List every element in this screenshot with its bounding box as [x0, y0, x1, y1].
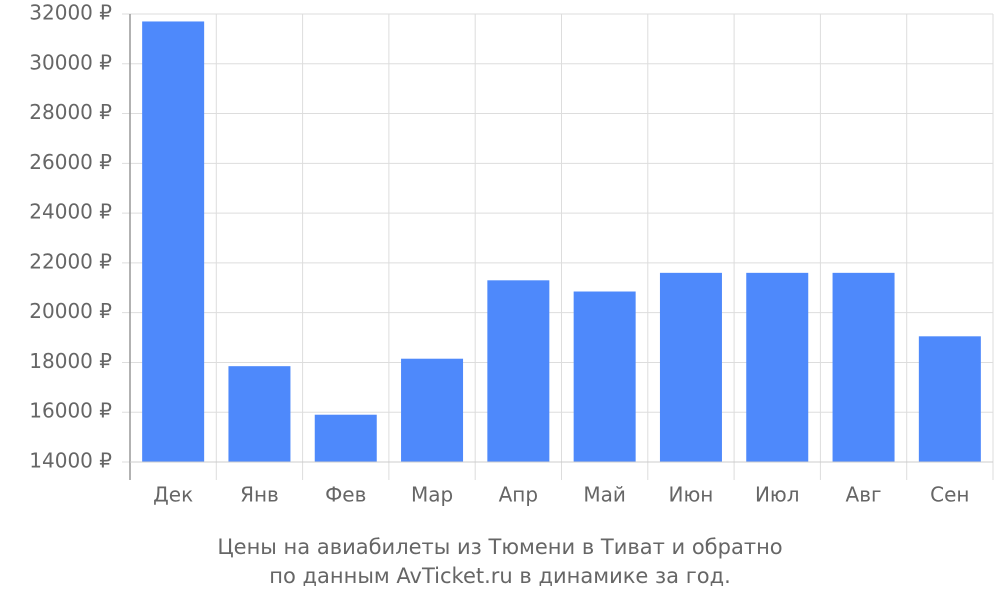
bar [228, 366, 291, 462]
bar [487, 280, 550, 462]
bar [746, 272, 809, 462]
y-tick-label: 32000 ₽ [29, 1, 112, 25]
chart-title: Цены на авиабилеты из Тюмени в Тиват и о… [217, 535, 782, 559]
x-tick-label: Июн [669, 483, 714, 507]
y-tick-label: 24000 ₽ [29, 200, 112, 224]
y-tick-label: 28000 ₽ [29, 100, 112, 124]
y-tick-label: 30000 ₽ [29, 50, 112, 74]
bar [832, 272, 895, 462]
y-tick-label: 16000 ₽ [29, 399, 112, 423]
bar [401, 358, 464, 462]
y-tick-label: 18000 ₽ [29, 349, 112, 373]
y-tick-label: 22000 ₽ [29, 249, 112, 273]
x-tick-label: Янв [240, 483, 279, 507]
bar [142, 21, 205, 462]
x-tick-label: Мар [411, 483, 453, 507]
bar [573, 291, 636, 462]
bar [918, 336, 981, 462]
y-tick-label: 14000 ₽ [29, 449, 112, 473]
bar [314, 414, 377, 462]
y-tick-label: 20000 ₽ [29, 299, 112, 323]
x-tick-label: Апр [499, 483, 538, 507]
bar [659, 272, 722, 462]
x-tick-label: Май [583, 483, 626, 507]
x-tick-label: Июл [755, 483, 800, 507]
x-tick-label: Сен [930, 483, 969, 507]
y-tick-label: 26000 ₽ [29, 150, 112, 174]
x-tick-label: Авг [846, 483, 882, 507]
x-tick-label: Фев [325, 483, 366, 507]
x-tick-label: Дек [153, 483, 193, 507]
chart-subtitle: по данным AvTicket.ru в динамике за год. [269, 564, 731, 588]
